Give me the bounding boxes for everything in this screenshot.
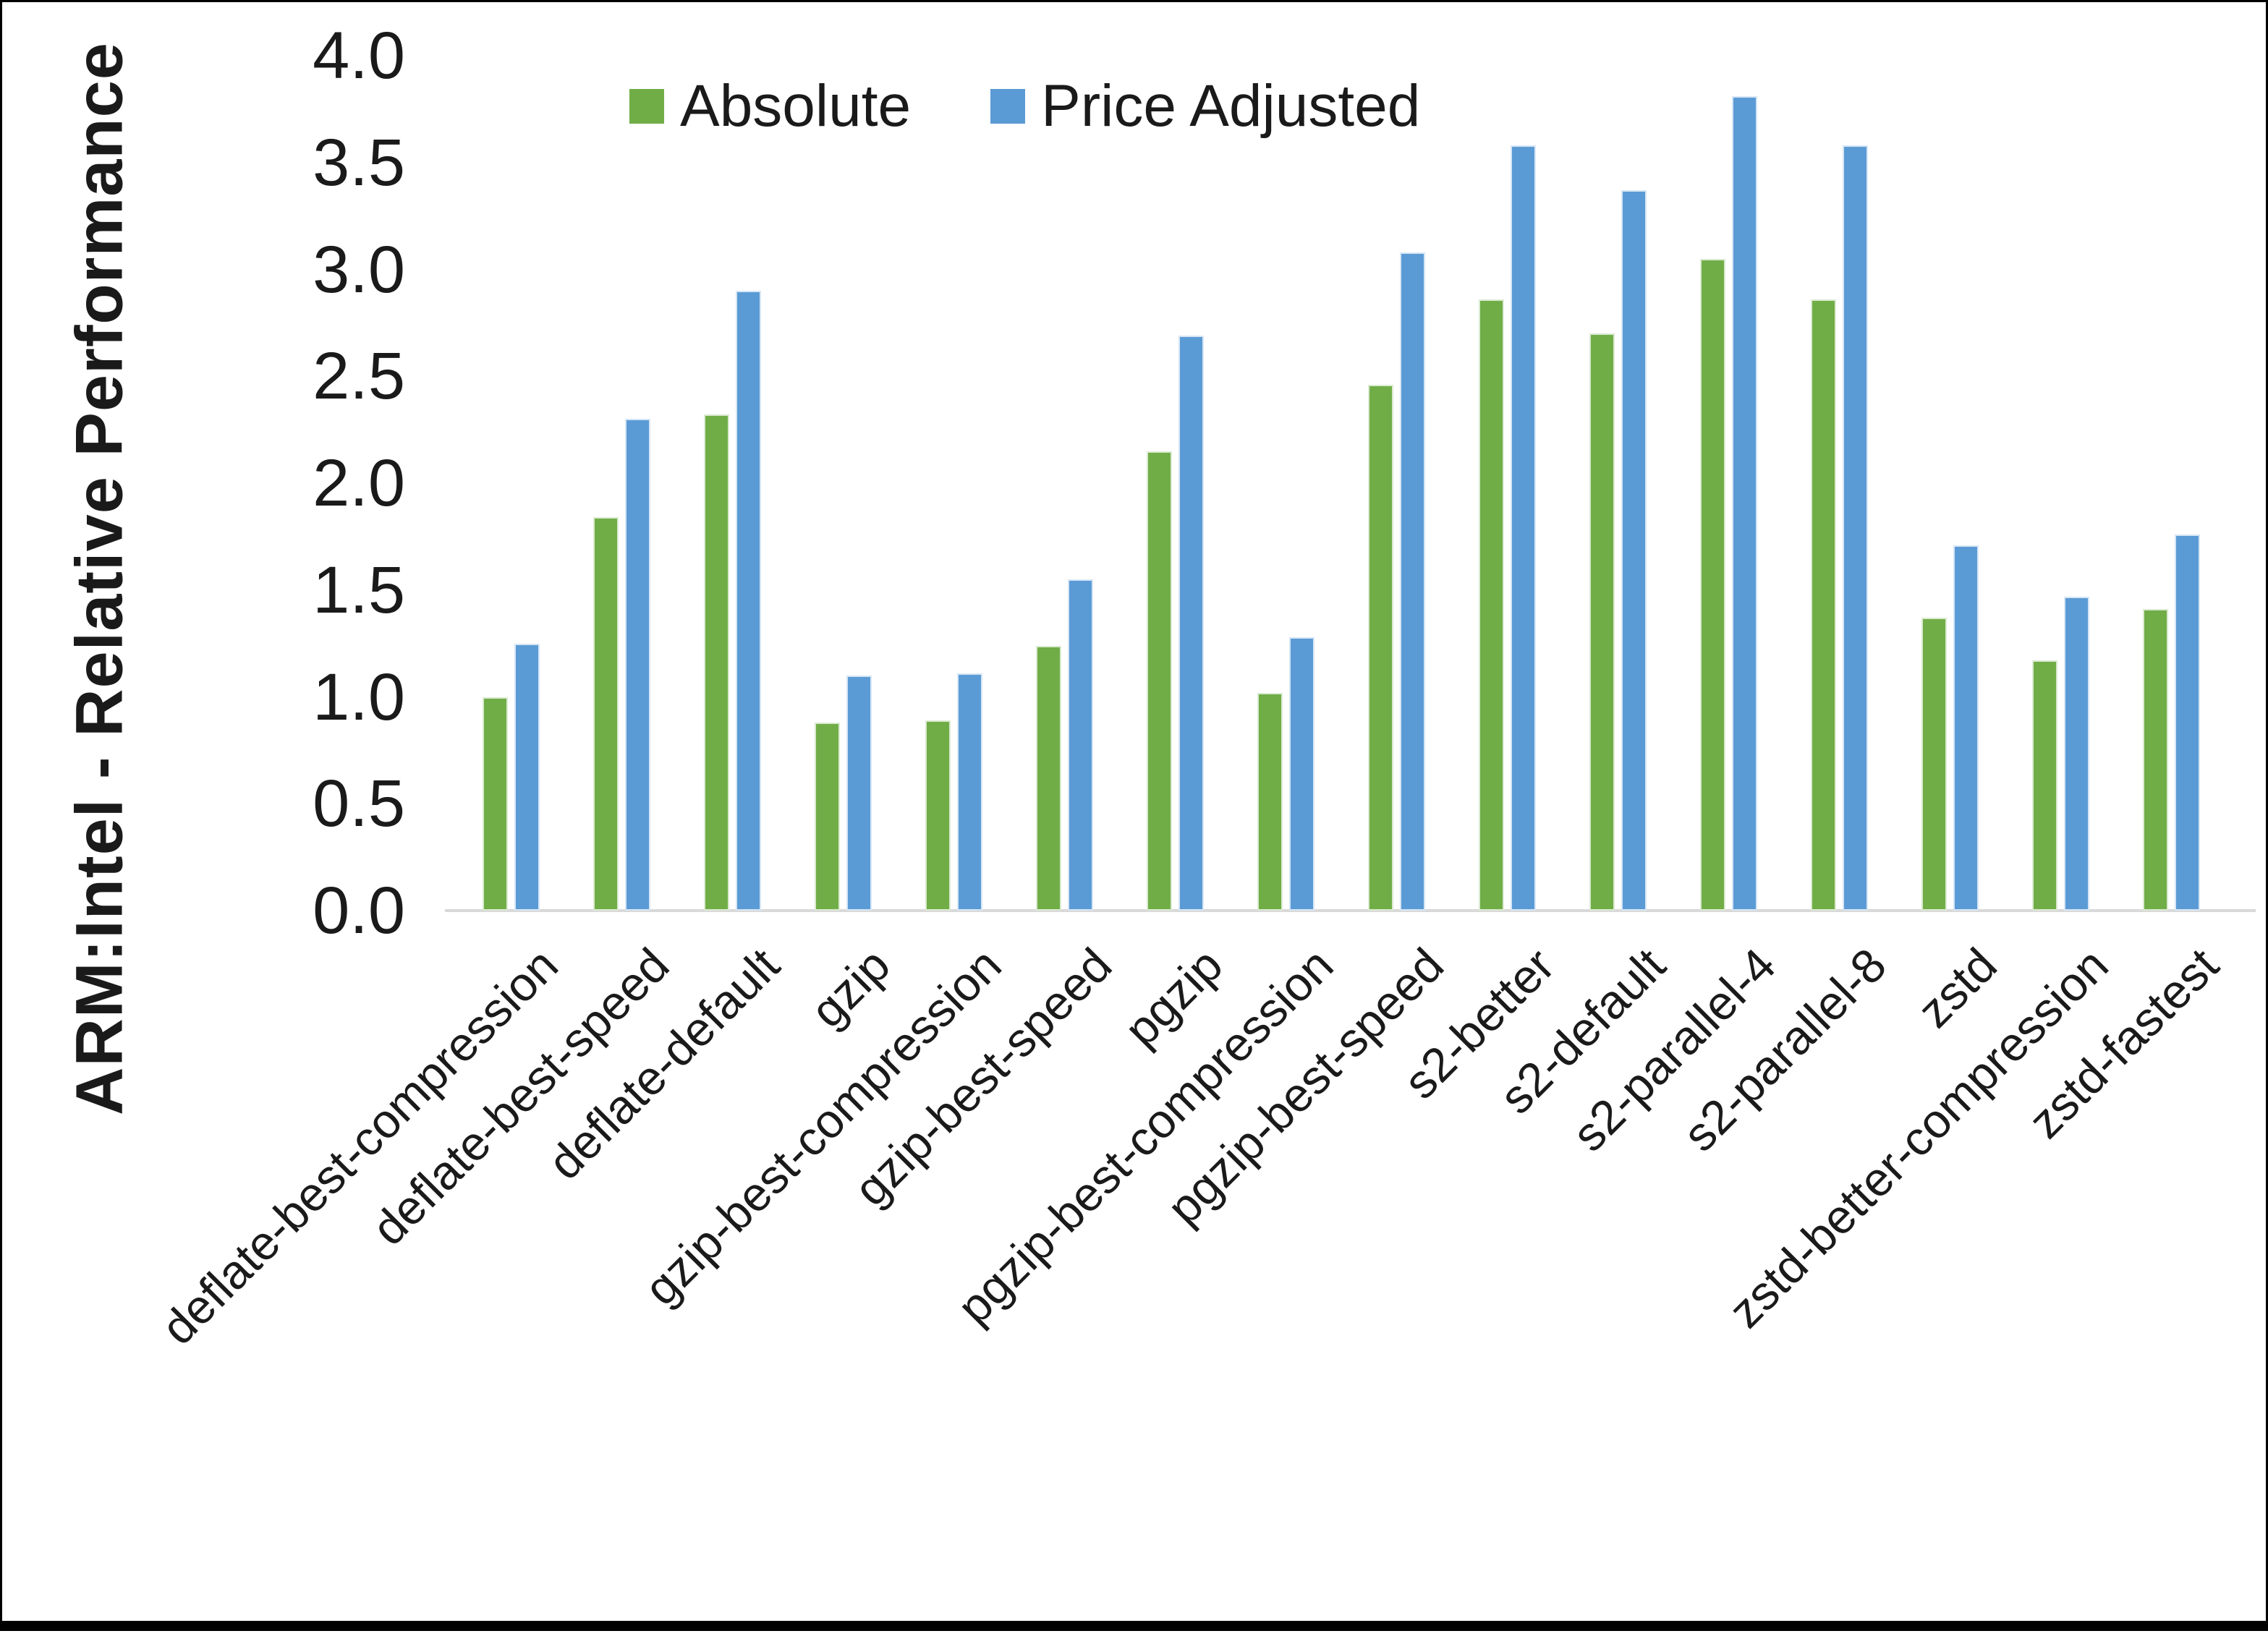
- bar-absolute-s2-parallel-4: [1700, 258, 1725, 911]
- bar-absolute-zstd-better-compression: [2032, 660, 2057, 911]
- y-tick-label: 1.0: [313, 660, 405, 734]
- bar-price-adjusted-gzip-best-compression: [957, 673, 982, 911]
- legend-swatch-price-adjusted-icon: [990, 89, 1026, 124]
- bar-price-adjusted-s2-parallel-4: [1732, 96, 1757, 911]
- x-axis-line: [445, 909, 2256, 912]
- bar-absolute-gzip-best-speed: [1036, 645, 1061, 911]
- bar-absolute-zstd: [1921, 618, 1947, 911]
- bar-absolute-zstd-fastest: [2143, 609, 2168, 911]
- bar-absolute-deflate-default: [704, 414, 729, 911]
- bar-absolute-pgzip: [1147, 451, 1172, 911]
- bar-absolute-s2-better: [1479, 299, 1504, 911]
- bar-price-adjusted-zstd: [1953, 545, 1979, 911]
- y-tick-label: 0.0: [313, 874, 405, 947]
- legend-item-absolute: Absolute: [629, 72, 911, 140]
- bar-price-adjusted-gzip: [846, 675, 872, 911]
- bar-price-adjusted-deflate-default: [736, 291, 761, 911]
- y-tick-label: 3.0: [313, 232, 405, 307]
- bar-price-adjusted-pgzip-best-speed: [1400, 252, 1425, 911]
- bar-absolute-gzip-best-compression: [925, 720, 951, 911]
- bar-price-adjusted-s2-default: [1621, 190, 1647, 911]
- bar-price-adjusted-deflate-best-compression: [514, 643, 540, 911]
- legend-item-price-adjusted: Price Adjusted: [990, 72, 1420, 140]
- y-tick-label: 3.5: [313, 125, 405, 200]
- bar-price-adjusted-s2-parallel-8: [1843, 145, 1868, 911]
- legend: Absolute Price Adjusted: [629, 67, 1420, 146]
- bar-price-adjusted-deflate-best-speed: [625, 419, 650, 911]
- bar-absolute-gzip: [815, 722, 840, 911]
- y-tick-label: 2.0: [313, 446, 405, 520]
- bar-price-adjusted-zstd-better-compression: [2064, 596, 2089, 911]
- y-tick-label: 2.5: [313, 339, 405, 414]
- y-tick-label: 4.0: [313, 19, 405, 93]
- bar-price-adjusted-pgzip: [1178, 336, 1204, 911]
- bar-absolute-pgzip-best-speed: [1368, 385, 1393, 911]
- bar-price-adjusted-pgzip-best-compression: [1289, 636, 1314, 911]
- bar-price-adjusted-s2-better: [1511, 145, 1536, 911]
- x-category-label-gzip: gzip: [800, 937, 901, 1038]
- bar-absolute-deflate-best-compression: [483, 697, 508, 911]
- bar-price-adjusted-zstd-fastest: [2175, 534, 2200, 911]
- legend-label-absolute: Absolute: [680, 73, 912, 139]
- y-tick-label: 0.5: [313, 767, 405, 841]
- legend-label-price-adjusted: Price Adjusted: [1041, 73, 1421, 139]
- bar-absolute-s2-default: [1589, 333, 1615, 911]
- bar-absolute-deflate-best-speed: [593, 517, 619, 911]
- bar-absolute-s2-parallel-8: [1811, 299, 1836, 911]
- x-category-label-zstd: zstd: [1907, 937, 2008, 1038]
- bar-price-adjusted-gzip-best-speed: [1068, 579, 1093, 911]
- bar-absolute-pgzip-best-compression: [1257, 692, 1283, 911]
- y-tick-label: 1.5: [313, 553, 405, 627]
- legend-swatch-absolute-icon: [629, 89, 664, 124]
